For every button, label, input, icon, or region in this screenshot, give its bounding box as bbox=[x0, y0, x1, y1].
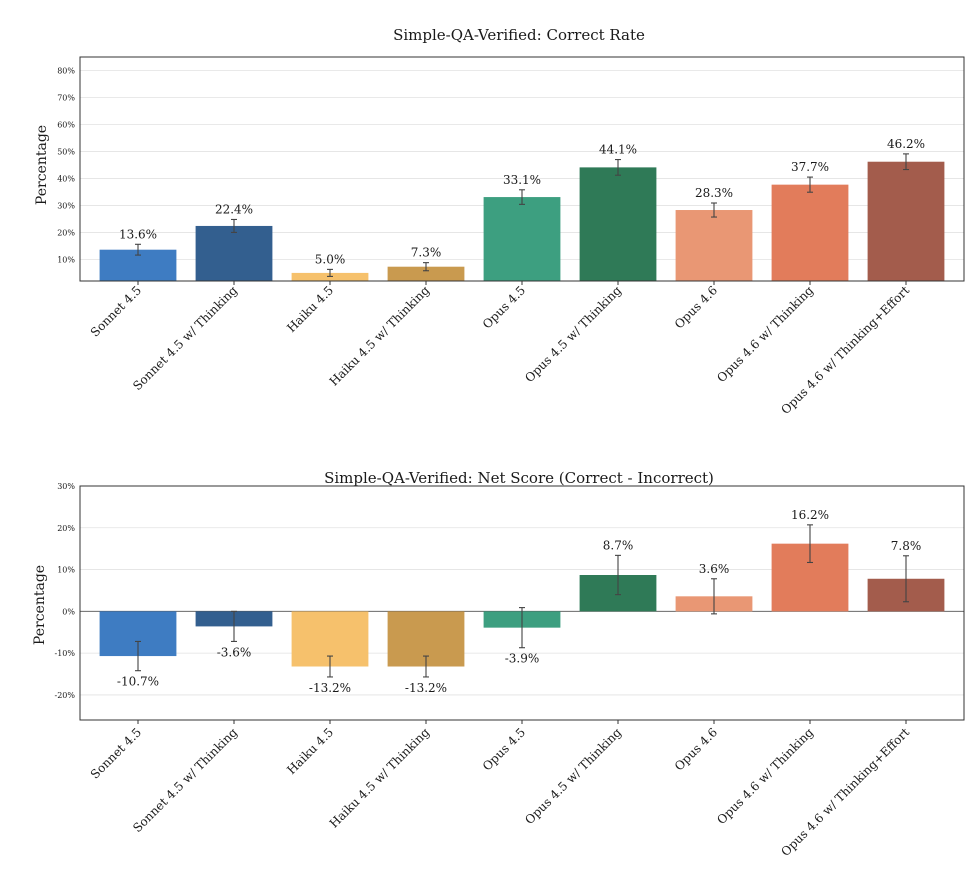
y-tick-label: -20% bbox=[55, 691, 76, 700]
data-label: 28.3% bbox=[695, 186, 733, 200]
bar bbox=[867, 161, 945, 281]
y-tick-label: 60% bbox=[57, 120, 75, 129]
y-tick-label: 20% bbox=[57, 524, 75, 533]
bar bbox=[579, 167, 657, 281]
data-label: -13.2% bbox=[405, 681, 447, 695]
data-label: 22.4% bbox=[215, 202, 253, 216]
data-label: -3.9% bbox=[505, 652, 540, 666]
x-tick-label: Sonnet 4.5 bbox=[88, 283, 144, 339]
chart-title: Simple-QA-Verified: Net Score (Correct -… bbox=[324, 469, 714, 487]
data-label: 37.7% bbox=[791, 160, 829, 174]
data-label: 16.2% bbox=[791, 508, 829, 522]
data-label: 7.3% bbox=[411, 246, 442, 260]
y-tick-label: 0% bbox=[62, 607, 75, 616]
plot-frame bbox=[79, 56, 965, 282]
x-tick-label: Haiku 4.5 bbox=[284, 283, 336, 335]
y-axis-label: Percentage bbox=[32, 565, 48, 645]
data-label: 33.1% bbox=[503, 173, 541, 187]
y-tick-label: 70% bbox=[57, 93, 75, 102]
bar bbox=[771, 184, 849, 281]
data-label: 5.0% bbox=[315, 252, 346, 266]
x-tick-label: Sonnet 4.5 w/ Thinking bbox=[130, 725, 240, 835]
data-label: 7.8% bbox=[891, 539, 922, 553]
x-tick-label: Opus 4.6 bbox=[672, 283, 720, 331]
bar bbox=[195, 225, 273, 281]
y-tick-label: 20% bbox=[57, 228, 75, 237]
x-tick-label: Sonnet 4.5 bbox=[88, 725, 144, 781]
x-tick-label: Opus 4.5 w/ Thinking bbox=[522, 725, 624, 827]
data-label: -13.2% bbox=[309, 681, 351, 695]
y-tick-label: 10% bbox=[57, 255, 75, 264]
data-label: 8.7% bbox=[603, 538, 634, 552]
data-label: -3.6% bbox=[217, 645, 252, 659]
y-axis-label: Percentage bbox=[34, 125, 50, 205]
bar bbox=[387, 266, 465, 281]
x-tick-label: Opus 4.5 w/ Thinking bbox=[522, 283, 624, 385]
x-tick-label: Sonnet 4.5 w/ Thinking bbox=[130, 283, 240, 393]
y-tick-label: 30% bbox=[57, 201, 75, 210]
correct-rate-chart: Simple-QA-Verified: Correct Rate Percent… bbox=[34, 26, 965, 417]
data-label: 46.2% bbox=[887, 137, 925, 151]
y-tick-label: -10% bbox=[55, 649, 76, 658]
bar bbox=[675, 210, 753, 281]
y-tick-label: 80% bbox=[57, 66, 75, 75]
y-tick-label: 10% bbox=[57, 566, 75, 575]
x-tick-label: Haiku 4.5 w/ Thinking bbox=[327, 283, 433, 389]
x-tick-label: Opus 4.6 w/ Thinking bbox=[714, 283, 816, 385]
bar bbox=[483, 197, 561, 281]
data-label: -10.7% bbox=[117, 675, 159, 689]
plot-frame bbox=[79, 485, 965, 721]
data-label: 3.6% bbox=[699, 562, 730, 576]
x-tick-label: Opus 4.6 w/ Thinking bbox=[714, 725, 816, 827]
data-label: 13.6% bbox=[119, 227, 157, 241]
net-score-chart: Simple-QA-Verified: Net Score (Correct -… bbox=[32, 469, 965, 859]
x-tick-label: Haiku 4.5 w/ Thinking bbox=[327, 725, 433, 831]
y-tick-label: 40% bbox=[57, 174, 75, 183]
x-tick-label: Opus 4.5 bbox=[480, 283, 528, 331]
chart-title: Simple-QA-Verified: Correct Rate bbox=[393, 26, 645, 44]
x-tick-label: Opus 4.6 bbox=[672, 725, 720, 773]
y-tick-label: 50% bbox=[57, 147, 75, 156]
y-tick-label: 30% bbox=[57, 482, 75, 491]
x-tick-label: Opus 4.5 bbox=[480, 725, 528, 773]
data-label: 44.1% bbox=[599, 143, 637, 157]
x-tick-label: Haiku 4.5 bbox=[284, 725, 336, 777]
